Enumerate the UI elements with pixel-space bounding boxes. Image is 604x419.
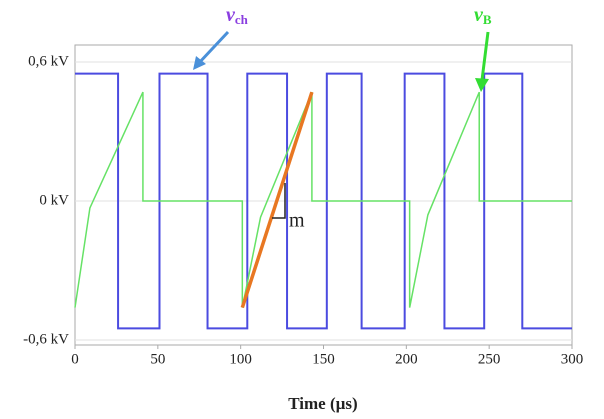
annotation-sub: ch	[235, 12, 249, 27]
series-line	[74, 91, 572, 308]
annotation-text: v	[474, 4, 484, 26]
x-tick-label: 100	[229, 351, 252, 367]
x-axis-label: Time (µs)	[288, 394, 357, 413]
x-tick-label: 250	[478, 351, 501, 367]
slope-bracket	[272, 183, 286, 219]
annotation: m	[289, 210, 305, 232]
x-tick-label: 300	[561, 351, 584, 367]
y-tick-label: 0 kV	[39, 192, 69, 208]
annotation-sub: B	[483, 12, 492, 27]
annotation-text: v	[226, 4, 236, 26]
series-line	[240, 91, 314, 309]
x-tick-label: 50	[150, 351, 165, 367]
y-tick-label: -0,6 kV	[23, 331, 69, 347]
arrow-head	[193, 56, 206, 70]
arrow	[196, 30, 230, 66]
y-tick-label: 0,6 kV	[28, 53, 69, 69]
x-tick-label: 0	[71, 351, 79, 367]
x-tick-label: 150	[312, 351, 335, 367]
arrow	[480, 31, 490, 81]
annotation: vch	[226, 4, 249, 27]
plot-frame	[74, 44, 573, 346]
annotation: vB	[474, 4, 492, 27]
x-tick-label: 200	[395, 351, 418, 367]
arrow-head	[475, 78, 489, 92]
